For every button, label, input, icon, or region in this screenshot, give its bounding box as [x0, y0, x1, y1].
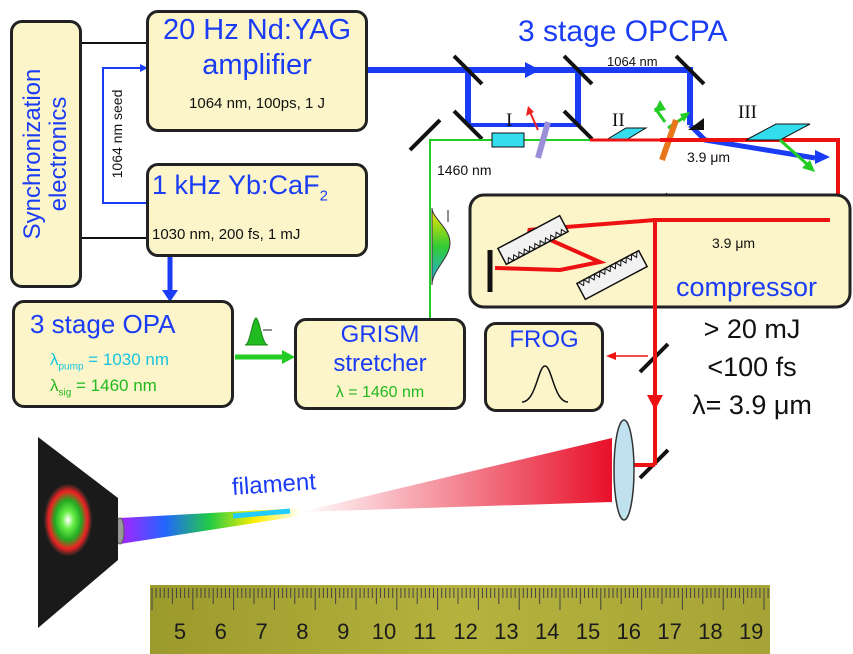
frog-trace-icon: [521, 365, 569, 403]
focus-lens: [613, 419, 635, 521]
ruler-number: 18: [698, 619, 723, 644]
seed-beam: [429, 139, 620, 320]
pump-beam-1: [368, 67, 471, 125]
opa-title: 3 stage OPA: [30, 309, 176, 339]
sig-sub: sig: [58, 387, 72, 399]
opcpa-title: 3 stage OPCPA: [518, 15, 728, 48]
opa-sig-line: λsig = 1460 nm: [50, 376, 157, 398]
grism-box: [294, 318, 466, 410]
opcpa-stage3: III: [738, 102, 757, 123]
ndyag-spec: 1064 nm, 100ps, 1 J: [189, 95, 325, 112]
output-duration: <100 fs: [707, 352, 797, 382]
yb-title: 1 kHz Yb:CaF2: [152, 170, 328, 204]
ruler-number: 11: [413, 619, 437, 644]
ruler: [150, 585, 770, 654]
frog-title: FROG: [509, 326, 579, 353]
grism-wavelength: λ = 1460 nm: [335, 384, 425, 401]
pump-sub: pump: [58, 361, 84, 373]
seed-line: [102, 67, 148, 204]
opcpa-stage2: II: [612, 110, 625, 131]
ruler-number: 7: [255, 619, 268, 644]
ruler-number: 6: [214, 619, 227, 644]
ruler-number: 16: [616, 619, 642, 644]
compressor-title: compressor: [676, 272, 818, 302]
sig-value: = 1460 nm: [71, 376, 157, 395]
ndyag-box: [146, 10, 368, 132]
sync-label-line2: electronics: [45, 96, 72, 212]
ndyag-title-line1: 20 Hz Nd:YAG: [162, 14, 352, 46]
ruler-number: 17: [657, 619, 682, 644]
ruler-number: 9: [337, 619, 350, 644]
ruler-number: 15: [575, 619, 601, 644]
sync-electronics-box: [10, 20, 82, 288]
sync-label: Synchronization electronics: [19, 68, 72, 240]
grism-title-line2: stretcher: [333, 350, 427, 377]
ruler-number: 19: [738, 619, 764, 644]
opcpa-idler-wavelength: 3.9 μm: [687, 149, 731, 165]
opa-pump-line: λpump = 1030 nm: [50, 350, 169, 372]
grism-title-line1: GRISM: [340, 321, 420, 348]
compressor-box: [468, 193, 852, 309]
sig-lambda: λ: [50, 376, 59, 395]
opcpa-stage1: I: [506, 110, 513, 131]
opcpa-seed-wavelength: 1460 nm: [437, 162, 492, 178]
pump-beam-3: [578, 67, 693, 125]
sync-label-line1: Synchronization: [19, 68, 46, 240]
yb-title-text: 1 kHz Yb:CaF: [152, 170, 320, 200]
pump-beam-2: [468, 67, 581, 125]
ndyag-title-line2: amplifier: [202, 49, 312, 81]
opa-box: [12, 300, 234, 408]
ruler-number: 14: [534, 619, 560, 644]
ruler-number: 13: [494, 619, 519, 644]
filament-label: filament: [231, 468, 317, 502]
ruler-number: 5: [173, 619, 187, 644]
yb-box: [146, 163, 368, 257]
yb-spec: 1030 nm, 200 fs, 1 mJ: [152, 226, 301, 243]
yb-title-sub: 2: [319, 187, 328, 205]
pump-value: = 1030 nm: [83, 350, 170, 369]
compressor-wavelength: 3.9 μm: [712, 235, 756, 251]
opcpa-pump-wavelength: 1064 nm: [607, 54, 658, 69]
ruler-number: 10: [371, 619, 397, 644]
ruler-number: 8: [296, 619, 309, 644]
output-wavelength: λ= 3.9 μm: [692, 390, 812, 420]
pump-lambda: λ: [50, 350, 59, 369]
crystal-stage1: [491, 132, 525, 148]
ruler-number: 12: [453, 619, 478, 644]
seed-label: 1064 nm seed: [109, 89, 125, 179]
output-energy: > 20 mJ: [703, 314, 801, 344]
